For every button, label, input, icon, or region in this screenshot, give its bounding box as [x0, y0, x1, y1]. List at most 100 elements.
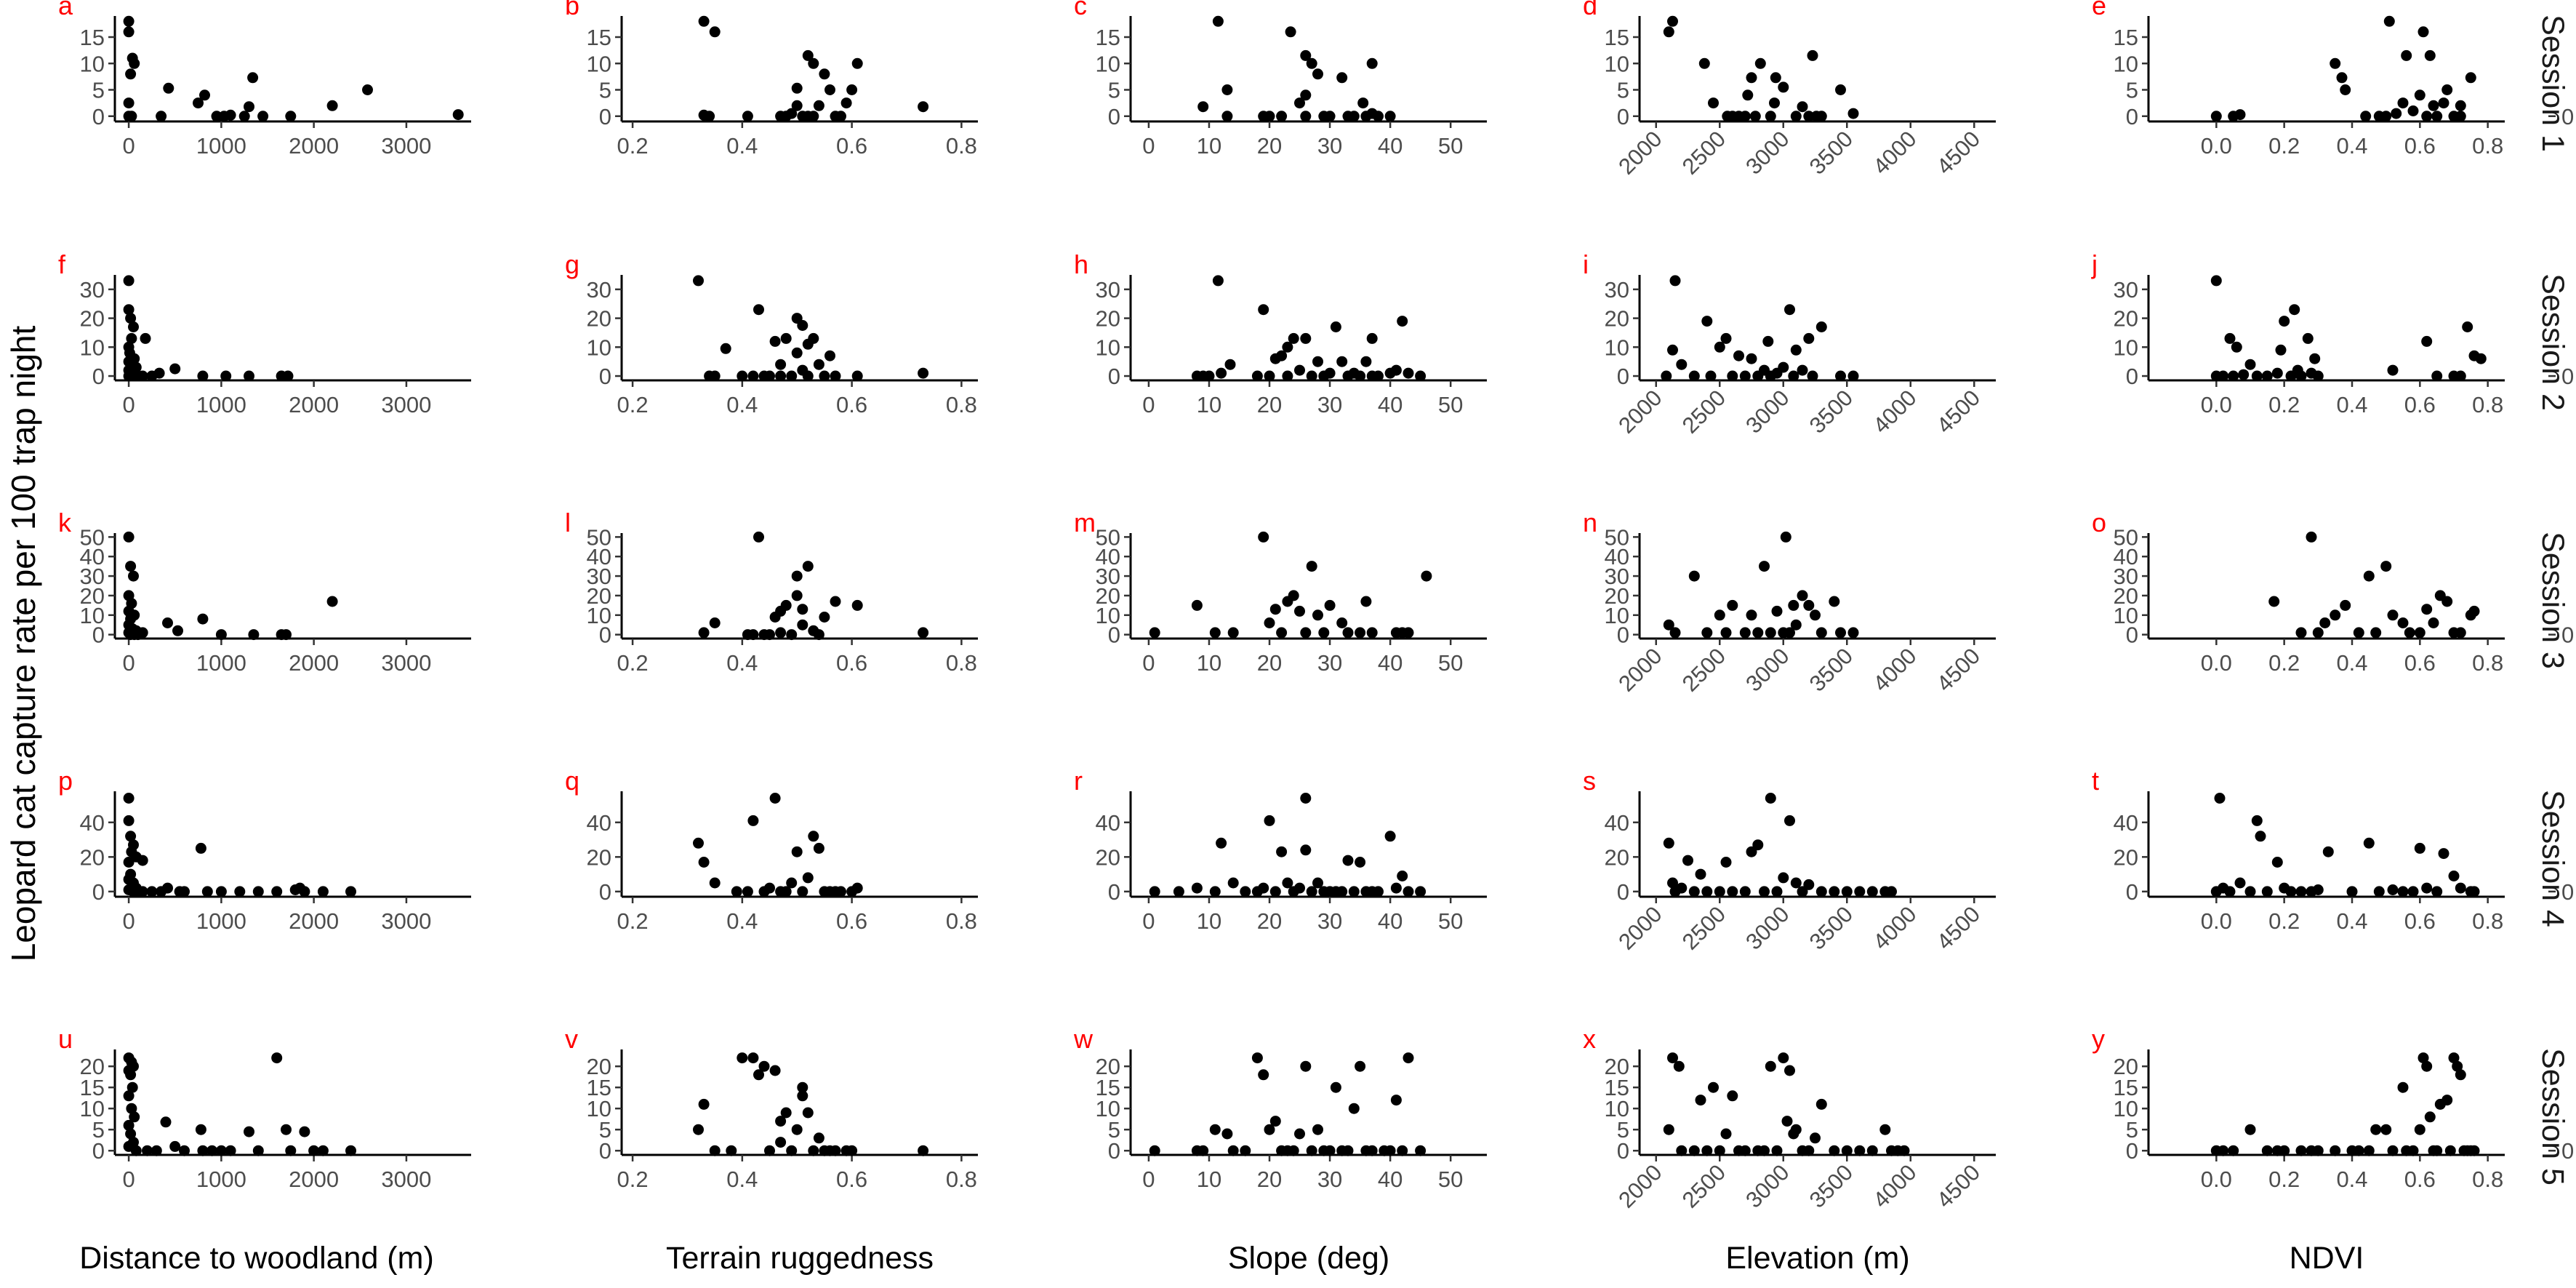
panel-letter: m [1074, 508, 1096, 537]
data-point [786, 370, 798, 382]
data-point [1269, 1116, 1281, 1127]
x-tick-label: 2000 [289, 650, 339, 676]
y-tick-label: 30 [587, 277, 611, 303]
x-tick-label: 2000 [1613, 643, 1667, 697]
data-point [1288, 1145, 1299, 1156]
x-tick-label: 10 [1197, 908, 1221, 934]
data-point [1708, 97, 1719, 109]
x-tick-label: 4000 [1868, 385, 1922, 439]
data-point [2401, 49, 2412, 61]
data-point [747, 370, 759, 382]
data-point [2322, 846, 2334, 857]
data-point [2370, 627, 2382, 639]
data-point [126, 1103, 137, 1114]
x-tick-label: 3000 [1741, 643, 1794, 697]
x-tick-label: 3500 [1805, 1159, 1858, 1213]
data-point [2421, 335, 2433, 347]
data-point [163, 82, 174, 94]
panel-letter: o [2092, 508, 2106, 537]
data-point [2380, 1124, 2392, 1135]
y-tick-label: 0 [2126, 623, 2138, 648]
data-point [1212, 275, 1224, 287]
data-point [1355, 857, 1366, 868]
data-point [162, 882, 173, 894]
data-point [252, 886, 264, 897]
data-point [128, 321, 139, 332]
data-point [1784, 1065, 1795, 1076]
data-point [1790, 619, 1802, 631]
data-point [791, 570, 803, 582]
data-point [169, 1140, 181, 1152]
data-point [2428, 617, 2439, 628]
data-point [747, 1052, 759, 1064]
x-tick-label: 0.6 [2404, 650, 2436, 676]
data-point [1415, 886, 1427, 897]
x-tick-label: 0.2 [2268, 908, 2300, 934]
y-tick-label: 40 [1605, 810, 1629, 836]
data-point [123, 1090, 135, 1102]
data-point [2407, 1145, 2419, 1156]
y-tick-label: 15 [80, 1075, 105, 1100]
data-point [1360, 596, 1372, 607]
y-tick-label: 10 [587, 335, 611, 360]
x-tick-label: 0.6 [2404, 133, 2436, 159]
panel-letter: c [1074, 0, 1087, 20]
data-point [317, 886, 329, 897]
data-point [1866, 886, 1878, 897]
y-tick-label: 0 [1108, 879, 1120, 905]
data-point [737, 1052, 748, 1064]
data-point [1705, 370, 1717, 382]
data-point [2244, 1124, 2256, 1135]
data-point [1300, 111, 1312, 122]
data-point [195, 1124, 206, 1135]
data-point [2330, 57, 2341, 69]
x-tick-label: 0.8 [946, 1167, 977, 1192]
data-point [709, 1145, 721, 1156]
data-point [244, 1126, 254, 1137]
data-point [1688, 886, 1700, 897]
x-tick-label: 0.2 [617, 908, 649, 934]
data-point [238, 111, 250, 122]
data-point [1688, 1145, 1700, 1156]
data-point [1306, 561, 1317, 572]
session-strip-labels: Session 1 Session 2 Session 3 Session 4 Sess… [2535, 15, 2570, 1185]
data-point [1765, 793, 1776, 804]
y-tick-label: 50 [587, 524, 611, 550]
data-point [162, 617, 173, 628]
data-point [1197, 101, 1209, 113]
y-tick-label: 0 [1617, 879, 1629, 905]
x-axis-title: Slope (deg) [1228, 1241, 1389, 1276]
x-tick-label: 0.4 [726, 133, 758, 159]
data-point [123, 1119, 135, 1131]
data-point [1676, 1145, 1688, 1156]
data-point [1336, 617, 1348, 628]
data-point [2468, 886, 2480, 897]
x-tick-label: 0.0 [2201, 908, 2232, 934]
data-point [123, 531, 135, 543]
x-tick-label: 0.6 [836, 1167, 867, 1192]
x-tick-label: 0.4 [2336, 1167, 2367, 1192]
data-point [2462, 321, 2473, 332]
y-tick-label: 10 [1096, 603, 1120, 628]
data-point [2244, 359, 2256, 370]
data-point [1312, 609, 1323, 621]
data-point [2210, 111, 2222, 122]
data-point [1746, 353, 1757, 364]
data-point [830, 370, 841, 382]
data-point [1397, 871, 1408, 881]
data-point [1318, 627, 1330, 639]
x-tick-label: 2500 [1677, 385, 1731, 439]
x-tick-label: 0.8 [946, 133, 977, 159]
data-point [271, 1052, 283, 1064]
data-point [1746, 846, 1757, 857]
data-point [1149, 886, 1160, 897]
data-point [1312, 356, 1323, 367]
data-point [1790, 344, 1802, 356]
data-point [2218, 370, 2229, 382]
data-point [299, 886, 310, 897]
y-tick-label: 30 [1605, 564, 1629, 589]
data-point [317, 1145, 329, 1156]
data-point [127, 1081, 138, 1093]
